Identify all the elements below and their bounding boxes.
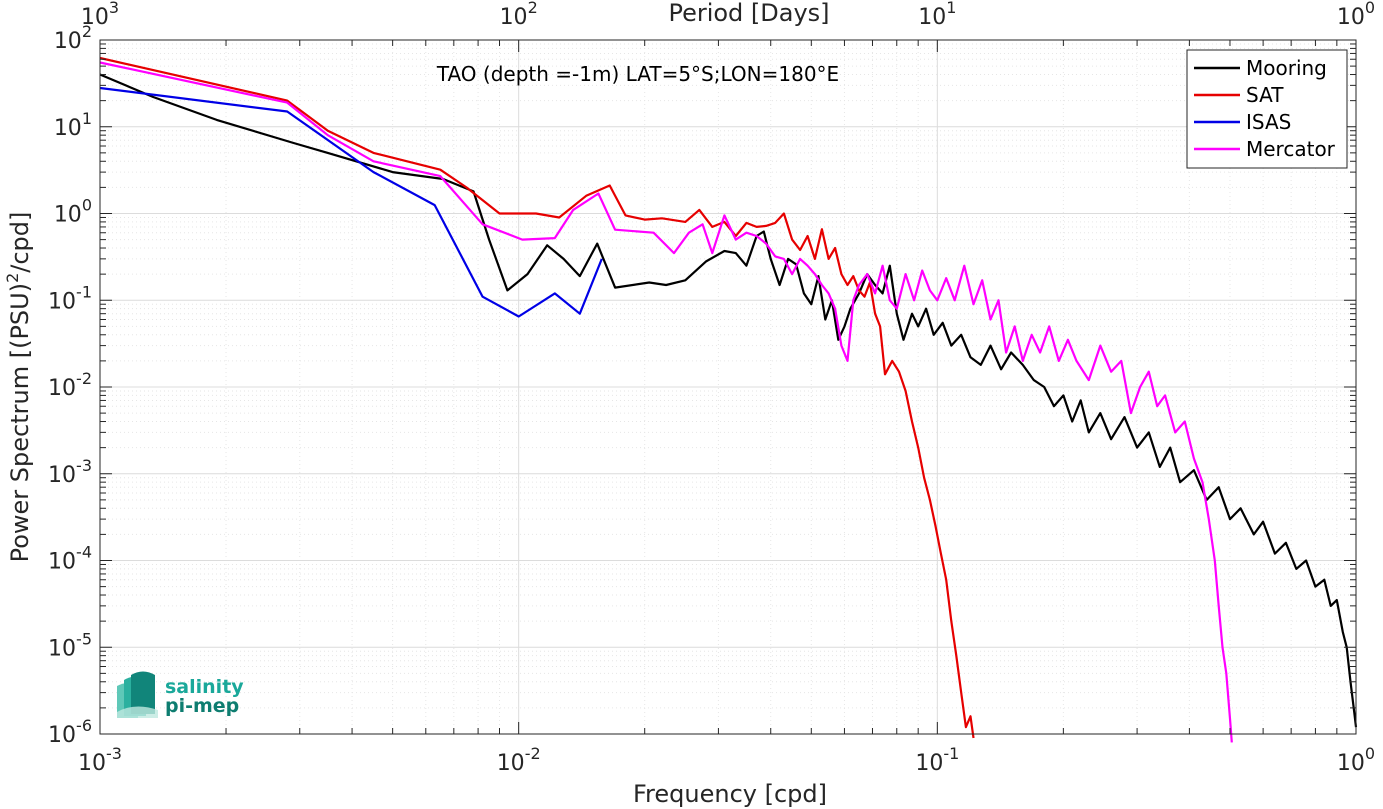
top-tick-labels: 103 102 101 100 <box>81 0 1375 30</box>
series-line-mercator <box>99 61 1233 743</box>
y-tick-label-base: 10 <box>54 116 82 141</box>
top-tick-label: 101 <box>918 0 956 30</box>
y-tick-label: 10-4 <box>48 543 92 575</box>
tick-marks <box>99 40 1356 735</box>
legend-label-mercator: Mercator <box>1246 137 1336 161</box>
logo-text-salinity: salinity <box>165 676 244 698</box>
x-tick-label: 10-2 <box>497 744 541 776</box>
x-tick-label-base: 10 <box>1337 751 1365 776</box>
y-tick-label: 100 <box>54 196 92 228</box>
x-tick-label: 10-1 <box>915 744 959 776</box>
series-line-mooring <box>99 73 1358 728</box>
y-tick-label-base: 10 <box>48 463 76 488</box>
top-tick-label-base: 10 <box>81 5 109 30</box>
plot-lines <box>99 56 1358 743</box>
top-tick-label-exp: 0 <box>1365 0 1375 17</box>
series-line-sat <box>99 56 975 739</box>
y-tick-label-base: 10 <box>48 550 76 575</box>
x-tick-label-base: 10 <box>915 751 943 776</box>
y-tick-label-exp: 1 <box>82 109 92 128</box>
legend-label-sat: SAT <box>1246 83 1284 107</box>
y-tick-label-exp: -4 <box>76 543 92 562</box>
x-tick-label-base: 10 <box>497 751 525 776</box>
y-tick-label-exp: 2 <box>82 22 92 41</box>
y-tick-label-base: 10 <box>48 376 76 401</box>
y-tick-label: 101 <box>54 109 92 141</box>
y-tick-label-exp: -5 <box>76 629 92 648</box>
y-axis-label-sup: 2 <box>3 273 22 283</box>
y-tick-label-base: 10 <box>48 723 76 748</box>
x-tick-label: 100 <box>1337 744 1375 776</box>
y-tick-label: 10-3 <box>48 456 92 488</box>
y-axis-label-tail: /cpd] <box>6 212 34 273</box>
bottom-tick-labels: 10-3 10-2 10-1 100 <box>78 744 1375 776</box>
x-tick-label-exp: -2 <box>525 744 541 763</box>
top-tick-label-base: 10 <box>918 5 946 30</box>
y-tick-label-exp: -3 <box>76 456 92 475</box>
salinity-pi-mep-logo: salinity pi-mep <box>117 671 244 718</box>
y-tick-label: 10-6 <box>48 716 92 748</box>
x-axis-label: Frequency [cpd] <box>633 780 827 808</box>
y-tick-label: 10-2 <box>48 369 92 401</box>
y-tick-label: 102 <box>54 22 92 54</box>
top-tick-label: 100 <box>1337 0 1375 30</box>
y-axis-label: Power Spectrum [(PSU)2/cpd] <box>3 212 34 563</box>
top-tick-label-exp: 3 <box>109 0 119 17</box>
legend: Mooring SAT ISAS Mercator <box>1186 49 1348 169</box>
x-tick-label-exp: 0 <box>1365 744 1375 763</box>
y-tick-label: 10-5 <box>48 629 92 661</box>
top-tick-label: 102 <box>500 0 538 30</box>
top-axis-label: Period [Days] <box>668 0 829 27</box>
x-tick-label-exp: -1 <box>943 744 959 763</box>
x-tick-label-exp: -3 <box>106 744 122 763</box>
y-tick-label-exp: -6 <box>76 716 92 735</box>
y-tick-label-exp: -1 <box>76 282 92 301</box>
y-tick-label: 10-1 <box>48 282 92 314</box>
top-tick-label-exp: 2 <box>528 0 538 17</box>
y-tick-label-base: 10 <box>48 636 76 661</box>
legend-label-mooring: Mooring <box>1246 56 1327 80</box>
y-tick-label-base: 10 <box>48 289 76 314</box>
legend-items: Mooring SAT ISAS Mercator <box>1194 56 1336 161</box>
grid <box>99 40 1356 735</box>
y-axis-label-main: Power Spectrum [(PSU) <box>6 283 34 562</box>
series-line-isas <box>99 86 603 318</box>
top-tick-label-exp: 1 <box>946 0 956 17</box>
top-tick-label-base: 10 <box>1337 5 1365 30</box>
top-tick-label-base: 10 <box>500 5 528 30</box>
logo-text-pimep: pi-mep <box>165 695 239 717</box>
x-tick-label: 10-3 <box>78 744 122 776</box>
top-tick-label: 103 <box>81 0 119 30</box>
y-tick-label-exp: -2 <box>76 369 92 388</box>
x-tick-label-base: 10 <box>78 751 106 776</box>
legend-label-isas: ISAS <box>1246 110 1291 134</box>
logo-mark-icon <box>117 671 158 718</box>
y-tick-label-base: 10 <box>54 29 82 54</box>
chart-title: TAO (depth =-1m) LAT=5°S;LON=180°E <box>436 62 839 86</box>
y-tick-label-exp: 0 <box>82 196 92 215</box>
y-tick-label-base: 10 <box>54 203 82 228</box>
